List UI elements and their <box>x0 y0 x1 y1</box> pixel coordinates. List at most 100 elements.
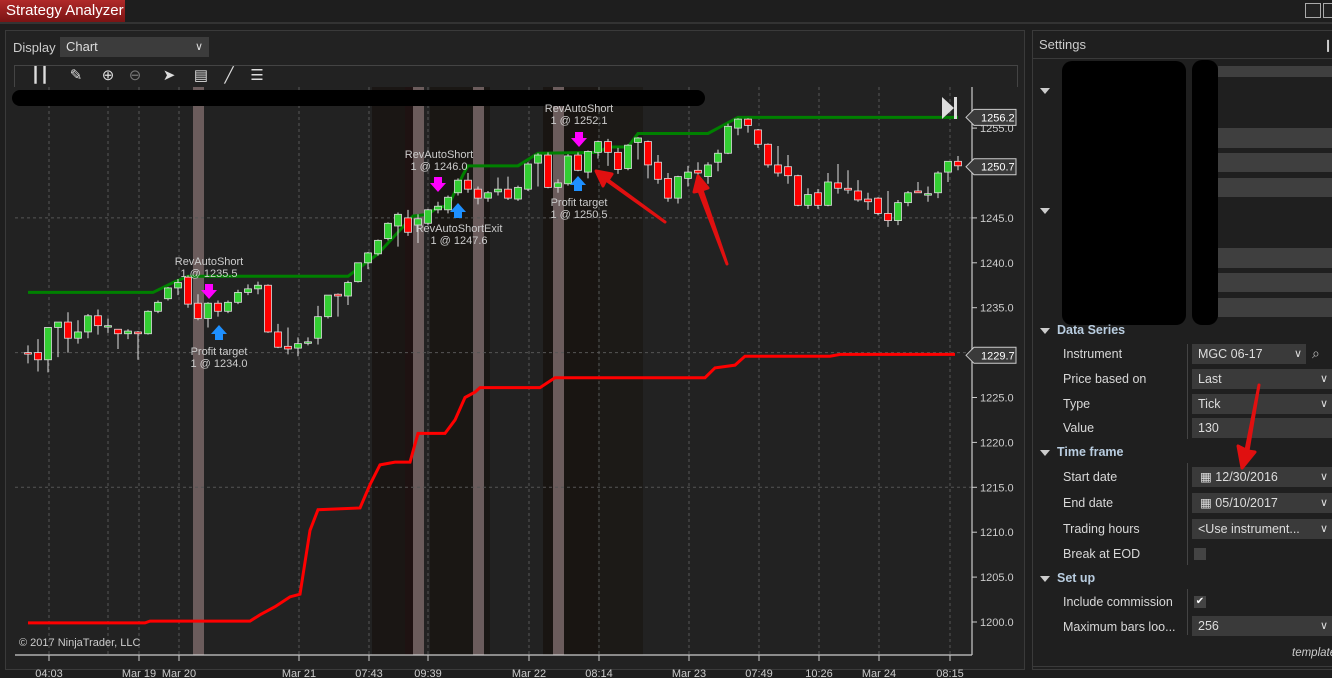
scroll-to-end-icon[interactable] <box>942 97 957 119</box>
candle <box>484 190 492 202</box>
value-input[interactable]: 130 <box>1192 418 1332 438</box>
candle-body <box>544 154 552 188</box>
candle <box>874 197 882 216</box>
candle <box>494 177 502 196</box>
candle <box>314 305 322 345</box>
candle <box>344 280 352 306</box>
properties-list-icon[interactable]: ☰ <box>250 67 264 84</box>
candle-body <box>364 252 372 264</box>
candle <box>734 118 742 136</box>
chevron-down-icon: ∨ <box>1293 348 1302 360</box>
start-date-picker[interactable]: ▦ 12/30/2016 ∨ <box>1192 467 1332 487</box>
zoom-in-icon[interactable]: ⊕ <box>101 67 115 84</box>
candle-body <box>114 328 122 335</box>
price-based-on-select[interactable]: Last ∨ <box>1192 369 1332 389</box>
candle <box>534 153 542 187</box>
candle <box>914 181 922 194</box>
display-select[interactable]: Chart ∨ <box>60 37 209 57</box>
column-separator <box>1187 589 1188 635</box>
trading-hours-select[interactable]: <Use instrument... ∨ <box>1192 519 1332 539</box>
type-select[interactable]: Tick ∨ <box>1192 394 1332 414</box>
candle-body <box>614 151 622 170</box>
candle <box>664 173 672 202</box>
include-commission-checkbox[interactable]: ✔ <box>1194 596 1206 608</box>
candle-body <box>54 321 62 328</box>
pencil-icon[interactable]: ✎ <box>69 67 83 84</box>
price-marker: 1256.2 <box>965 108 1017 126</box>
candle-body <box>854 190 862 201</box>
candle-body <box>904 192 912 204</box>
pointer-icon[interactable]: ➤ <box>162 67 176 84</box>
end-date-picker[interactable]: ▦ 05/10/2017 ∨ <box>1192 493 1332 513</box>
candle-body <box>694 169 702 174</box>
redacted-row <box>1218 298 1332 317</box>
zoom-out-icon[interactable]: ⊖ <box>128 67 142 84</box>
candle-body <box>354 262 362 283</box>
search-icon[interactable]: ⌕ <box>1312 345 1320 361</box>
chevron-down-icon: ∨ <box>1319 497 1328 509</box>
candle <box>904 190 912 207</box>
candle <box>34 339 42 372</box>
collapse-triangle-icon[interactable] <box>1040 450 1050 456</box>
candle-body <box>134 331 142 335</box>
candle <box>234 289 242 305</box>
trade-2-entry-label: RevAutoShort <box>405 149 473 161</box>
settings-footer-divider <box>1032 666 1332 667</box>
price-marker-shape <box>965 158 1017 176</box>
candle-body <box>204 302 212 319</box>
candle-body <box>234 292 242 303</box>
candle <box>394 212 402 247</box>
price-marker-label: 1256.2 <box>981 112 1015 124</box>
candle <box>44 327 52 373</box>
x-tick-label: Mar 22 <box>512 668 546 678</box>
candle-body <box>34 352 42 361</box>
collapse-triangle-icon[interactable] <box>1040 208 1050 214</box>
y-tick-label: 1200.0 <box>980 617 1014 629</box>
column-separator <box>1187 463 1188 565</box>
collapse-triangle-icon[interactable] <box>1040 88 1050 94</box>
candle <box>124 329 132 340</box>
candle-body <box>294 343 302 349</box>
trade-1-exit-price: 1 @ 1234.0 <box>190 358 247 370</box>
column-separator <box>1187 344 1188 439</box>
section-time-frame[interactable]: Time frame <box>1057 445 1124 459</box>
break-at-eod-checkbox[interactable] <box>1194 548 1206 560</box>
section-data-series[interactable]: Data Series <box>1057 323 1126 337</box>
candle-body <box>664 177 672 199</box>
candle-body <box>804 194 812 206</box>
value-label: Value <box>1063 421 1095 435</box>
collapse-triangle-icon[interactable] <box>1040 328 1050 334</box>
candle <box>954 155 962 171</box>
bars-type-icon[interactable]: ┃┃ <box>30 67 50 84</box>
candle-body <box>624 144 632 169</box>
template-link[interactable]: template <box>1292 647 1332 659</box>
candle-body <box>874 197 882 214</box>
restore-button[interactable] <box>1323 3 1332 18</box>
indicators-icon[interactable]: ╱ <box>224 67 234 84</box>
candle-body <box>784 166 792 177</box>
candle-body <box>124 330 132 335</box>
data-box-icon[interactable]: ▤ <box>193 67 209 84</box>
price-chart[interactable]: 1255.0 1245.0 1240.0 1235.0 1225.0 1220.0 1215… <box>0 0 1030 678</box>
max-bars-value: 256 <box>1198 619 1219 633</box>
candle <box>834 164 842 194</box>
candle-body <box>564 155 572 185</box>
minimize-button[interactable] <box>1305 3 1321 18</box>
settings-title: Settings <box>1039 37 1086 52</box>
candle-body <box>514 186 522 200</box>
candle <box>754 128 762 148</box>
instrument-select[interactable]: MGC 06-17 ∨ <box>1192 344 1306 364</box>
pin-icon[interactable]: ❙ <box>1323 38 1332 52</box>
x-axis-ticks: 04:03 Mar 19 Mar 20 Mar 21 07:43 09:39 Mar 22 0… <box>35 655 964 678</box>
candle-body <box>304 341 312 344</box>
candle <box>304 337 312 346</box>
section-set-up[interactable]: Set up <box>1057 571 1096 585</box>
session-break-band <box>413 87 424 655</box>
candle-body <box>824 181 832 206</box>
y-tick-label: 1245.0 <box>980 213 1014 225</box>
max-bars-select[interactable]: 256 ∨ <box>1192 616 1332 636</box>
window-title-tab[interactable]: Strategy Analyzer <box>0 0 125 22</box>
candle-body <box>774 164 782 174</box>
candle-body <box>274 331 282 348</box>
collapse-triangle-icon[interactable] <box>1040 576 1050 582</box>
